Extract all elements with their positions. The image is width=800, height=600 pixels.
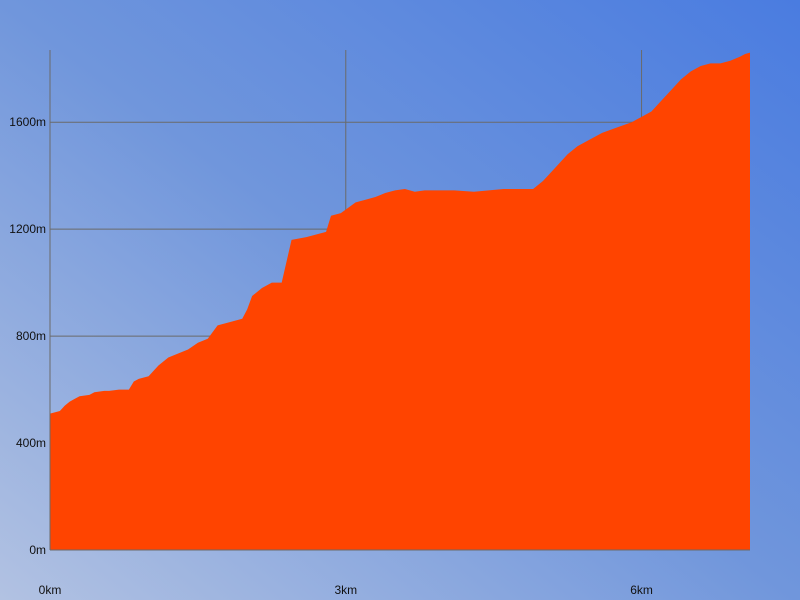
y-tick-label: 800m bbox=[16, 329, 46, 343]
x-axis-tick-labels: 0km 3km 6km bbox=[39, 583, 653, 597]
x-tick-label: 0km bbox=[39, 583, 62, 597]
y-tick-label: 1200m bbox=[9, 222, 46, 236]
y-axis-tick-labels: 0m 400m 800m 1200m 1600m bbox=[9, 115, 46, 557]
y-tick-label: 400m bbox=[16, 436, 46, 450]
plot-frame bbox=[49, 50, 750, 551]
y-tick-label: 0m bbox=[29, 543, 46, 557]
elevation-area-series bbox=[50, 52, 750, 551]
elevation-area bbox=[50, 52, 750, 551]
y-tick-label: 1600m bbox=[9, 115, 46, 129]
x-tick-label: 6km bbox=[630, 583, 653, 597]
x-tick-label: 3km bbox=[334, 583, 357, 597]
